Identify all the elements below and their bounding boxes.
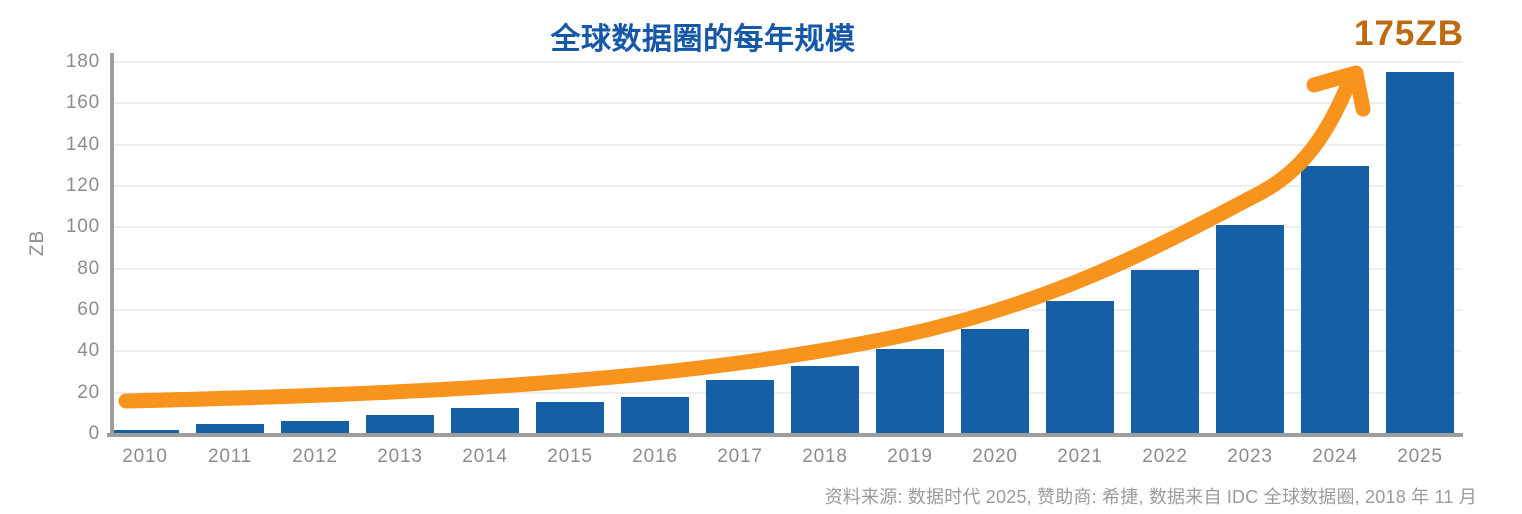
bar-2013 (366, 415, 434, 434)
y-tick-label: 120 (65, 175, 100, 196)
bar-2010 (111, 429, 179, 434)
x-tick-label: 2021 (1057, 446, 1103, 467)
x-tick-label: 2017 (717, 446, 763, 467)
y-tick-label: 100 (65, 216, 100, 238)
chart-title: 全球数据圈的每年规模 (550, 23, 856, 56)
annotation-175zb: 175ZB (1354, 14, 1465, 53)
x-tick-label: 2023 (1227, 446, 1273, 467)
x-tick-label: 2015 (547, 446, 593, 467)
x-tick-label: 2025 (1397, 446, 1443, 467)
x-tick-label: 2012 (292, 446, 338, 467)
x-tick-label: 2013 (377, 446, 423, 467)
y-tick-label: 140 (65, 133, 100, 155)
y-tick-label: 40 (77, 340, 100, 362)
bar-2014 (451, 408, 519, 434)
x-tick-label: 2011 (207, 446, 253, 467)
bar-2023 (1216, 225, 1284, 434)
bar-2019 (876, 349, 944, 434)
x-tick-label: 2024 (1312, 446, 1358, 467)
bar-2021 (1046, 300, 1114, 434)
source-note: 资料来源: 数据时代 2025, 赞助商: 希捷, 数据来自 IDC 全球数据圈… (824, 487, 1477, 507)
gridline (110, 185, 1462, 187)
gridline (110, 61, 1462, 63)
bar-2020 (961, 328, 1029, 434)
x-tick-label: 2018 (802, 446, 848, 467)
bar-2025 (1386, 72, 1454, 434)
y-tick-label: 80 (77, 257, 100, 279)
x-tick-label: 2022 (1142, 446, 1188, 467)
x-tick-label: 2010 (122, 446, 168, 467)
y-tick-label: 60 (77, 299, 100, 320)
bar-2017 (706, 380, 774, 434)
bar-2012 (281, 420, 349, 434)
gridline (110, 143, 1462, 146)
y-tick-label: 180 (65, 51, 100, 72)
bar-2018 (791, 365, 859, 434)
bar-2024 (1301, 166, 1369, 434)
x-axis-line (107, 433, 1463, 437)
bar-2016 (621, 396, 689, 434)
x-tick-label: 2014 (462, 446, 508, 467)
gridline (110, 102, 1462, 105)
y-axis-line (110, 53, 114, 437)
x-tick-label: 2016 (632, 446, 678, 467)
x-tick-label: 2020 (972, 446, 1018, 467)
x-tick-label: 2019 (887, 446, 933, 467)
bar-2015 (536, 401, 604, 434)
y-tick-label: 20 (77, 381, 100, 403)
bar-2011 (196, 423, 264, 434)
bar-2022 (1131, 269, 1199, 434)
y-tick-label: 0 (88, 423, 100, 444)
y-tick-label: 160 (65, 92, 100, 114)
